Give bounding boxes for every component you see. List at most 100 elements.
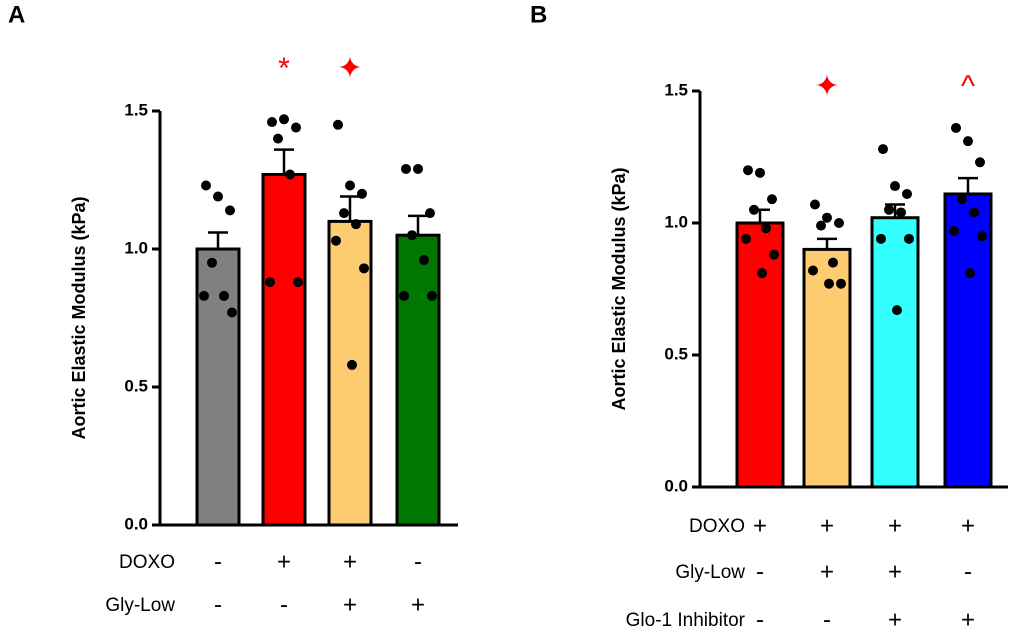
data-point [822,212,832,223]
treatment-level: + [888,606,902,633]
treatment-level: + [888,558,902,585]
data-point [743,165,753,176]
data-point [834,218,844,228]
data-point [836,278,846,289]
y-tick-label: 1.0 [664,212,688,231]
data-point [757,268,767,279]
significance-marker: ^ [961,70,975,103]
data-point [769,249,779,260]
data-point [963,136,973,147]
significance-marker: ✦ [337,52,362,85]
data-point [949,225,959,236]
treatment-label: Gly-Low [675,562,745,583]
data-point [401,163,411,174]
data-point [267,117,277,128]
data-point [767,194,777,205]
y-tick-label: 1.5 [664,80,688,99]
data-point [359,263,369,274]
data-point [291,122,301,133]
data-point [824,278,834,289]
treatment-label: Gly-Low [105,595,175,616]
data-point [265,277,275,288]
data-point [902,188,912,199]
treatment-level: - [756,558,764,585]
data-point [828,257,838,268]
data-point [965,268,975,279]
treatment-level: + [820,512,834,539]
treatment-label: DOXO [119,552,175,573]
treatment-level: + [961,606,975,633]
y-tick-label: 1.0 [124,238,148,257]
treatment-level: + [961,512,975,539]
data-point [904,233,914,244]
data-point [225,205,235,216]
data-point [333,119,343,130]
treatment-level: - [280,591,288,618]
data-point [808,265,818,276]
treatment-level: + [343,548,357,575]
significance-marker: * [278,52,290,85]
data-point [761,223,771,234]
bar [735,221,785,489]
bar [261,172,307,527]
treatment-label: Glo-1 Inhibitor [626,610,746,631]
treatment-level: + [411,591,425,618]
bar [943,192,993,489]
treatment-level: - [756,606,764,633]
treatment-level: - [214,548,222,575]
treatment-level: - [214,591,222,618]
y-axis-label: Aortic Elastic Modulus (kPa) [69,196,89,439]
data-point [892,305,902,316]
bar [395,233,441,527]
data-point [285,169,295,180]
treatment-level: - [414,548,422,575]
data-point [213,191,223,202]
significance-marker: ✦ [814,70,839,103]
treatment-level: + [277,548,291,575]
data-point [347,359,357,370]
data-point [876,233,886,244]
y-tick-label: 0.5 [664,344,688,363]
data-point [951,122,961,133]
data-point [969,207,979,218]
data-point [351,219,361,230]
y-tick-label: 0.5 [124,376,148,395]
data-point [273,133,283,144]
y-tick-label: 0.0 [664,476,688,495]
treatment-level: - [964,558,972,585]
treatment-level: - [823,606,831,633]
treatment-label: DOXO [689,516,745,537]
data-point [884,204,894,215]
treatment-level: + [820,558,834,585]
data-point [419,255,429,266]
data-point [977,231,987,242]
data-point [741,233,751,244]
data-point [890,181,900,192]
y-axis-label: Aortic Elastic Modulus (kPa) [609,167,629,410]
data-point [357,188,367,199]
data-point [227,307,237,318]
bar [195,247,241,527]
data-point [816,220,826,231]
y-tick-label: 0.0 [124,514,148,533]
data-point [331,235,341,246]
data-point [293,277,303,288]
panel-label: A [8,1,25,28]
data-point [425,208,435,219]
panel-label: B [530,1,547,28]
treatment-level: + [888,512,902,539]
data-point [201,180,211,191]
data-point [399,290,409,301]
data-point [427,290,437,301]
data-point [199,290,209,301]
data-point [413,163,423,174]
data-point [339,208,349,219]
data-point [975,157,985,168]
data-point [407,230,417,241]
data-point [207,257,217,268]
data-point [755,167,765,178]
data-point [957,194,967,205]
y-tick-label: 1.5 [124,100,148,119]
data-point [219,290,229,301]
